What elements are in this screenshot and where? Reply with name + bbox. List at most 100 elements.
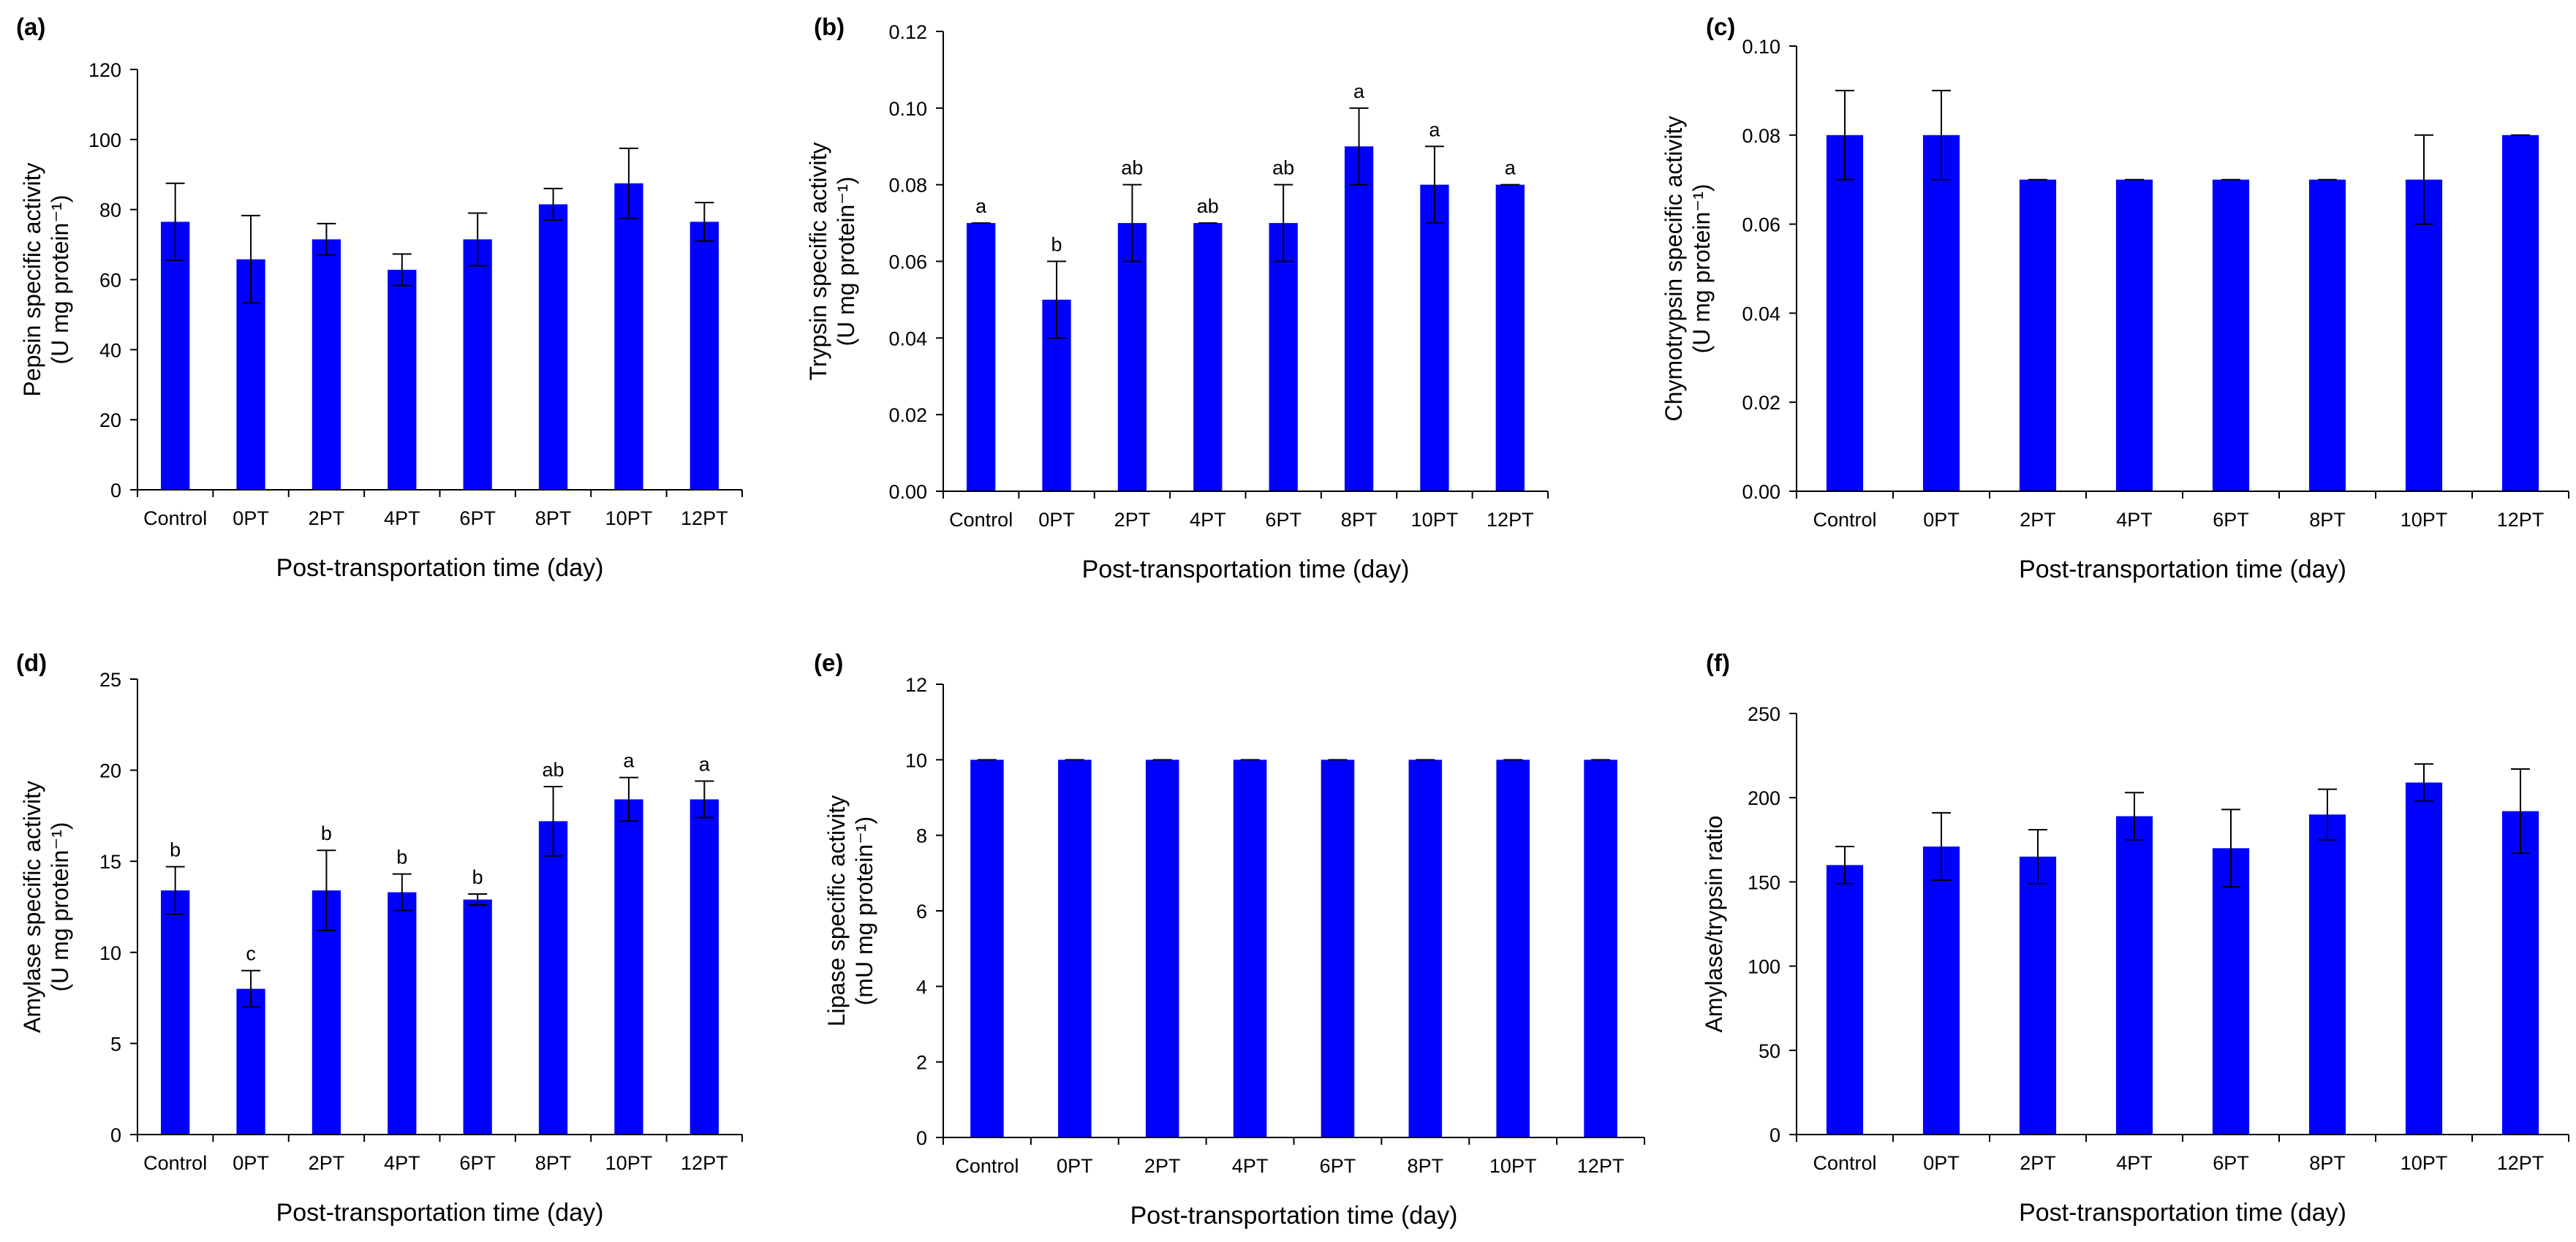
y-tick-label: 0 <box>110 480 121 501</box>
x-tick-label: 2PT <box>1144 1155 1181 1177</box>
x-tick-label: 0PT <box>1057 1155 1093 1177</box>
y-axis-title-line: Trypsin specific activity <box>805 143 831 381</box>
x-tick-label: 2PT <box>309 507 345 529</box>
bar-8pt <box>1408 760 1443 1137</box>
x-tick-label: 2PT <box>1114 509 1151 531</box>
x-tick-label: 12PT <box>2497 509 2545 531</box>
x-tick-label: 6PT <box>459 507 496 529</box>
y-tick-label: 6 <box>916 901 927 923</box>
x-tick-label: 10PT <box>1411 509 1459 531</box>
error-bar <box>543 187 563 221</box>
x-tick-label: 6PT <box>2213 509 2249 531</box>
bar-8pt <box>1344 146 1374 491</box>
error-bar <box>2414 763 2433 802</box>
x-tick-label: 12PT <box>1487 509 1534 531</box>
chart-panel-2: (b) a Control b 0PT ab 2PT ab 4PT ab 6PT a 8PT a 10PT a… <box>805 13 1549 583</box>
bar-6pt <box>463 239 492 490</box>
bar-12pt <box>1584 760 1617 1137</box>
bar-12pt <box>1495 184 1525 491</box>
y-axis-title-line: (U mg protein⁻¹) <box>1688 183 1715 353</box>
significance-letter: b <box>170 839 181 861</box>
significance-letter: ab <box>1121 157 1143 179</box>
error-bar <box>2511 768 2530 855</box>
y-tick-label: 100 <box>88 129 121 151</box>
x-tick-label: Control <box>1813 509 1876 531</box>
bar-control <box>161 221 190 490</box>
x-tick-label: Control <box>955 1155 1019 1177</box>
y-tick-label: 250 <box>1748 703 1780 725</box>
error-bar <box>2318 788 2337 841</box>
significance-letter: b <box>321 822 332 844</box>
panel-label: (c) <box>1706 13 1735 40</box>
bar-control <box>970 760 1004 1137</box>
bar-4pt <box>1233 760 1267 1137</box>
x-tick-label: 10PT <box>2401 1152 2448 1174</box>
x-tick-label: 8PT <box>535 507 572 529</box>
y-tick-label: 0.08 <box>888 175 927 197</box>
bar-10pt <box>2405 179 2443 491</box>
bar-0pt <box>1058 760 1092 1137</box>
x-tick-label: Control <box>143 1152 207 1174</box>
bar-10pt <box>2405 782 2443 1135</box>
x-tick-label: 2PT <box>2020 509 2056 531</box>
y-tick-label: 0.02 <box>888 404 927 426</box>
error-bar <box>241 969 261 1008</box>
x-tick-label: 2PT <box>309 1152 345 1174</box>
y-tick-label: 0.06 <box>1742 214 1780 236</box>
bar-4pt <box>1193 223 1223 491</box>
bar-8pt <box>2308 179 2346 491</box>
bar-control <box>1826 865 1864 1135</box>
bar-control <box>1826 135 1864 492</box>
bar-8pt <box>538 821 568 1135</box>
error-bar <box>1835 846 1854 885</box>
y-tick-label: 8 <box>916 825 927 847</box>
error-bar <box>165 182 185 262</box>
bar-control <box>161 890 190 1135</box>
chart-panel-3: (c) Control 0PT 2PT 4PT 6PT 8PT 10PT 12PT 0.00 0.0… <box>1661 13 2569 583</box>
x-axis-title: Post-transportation time (day) <box>1082 556 1410 583</box>
y-axis-title-line: Pepsin specific activity <box>19 162 45 396</box>
bar-10pt <box>1420 184 1449 491</box>
y-tick-label: 0.12 <box>888 21 927 43</box>
x-tick-label: 10PT <box>605 507 653 529</box>
y-tick-label: 20 <box>99 760 121 782</box>
bar-10pt <box>614 183 643 490</box>
bar-12pt <box>690 221 719 490</box>
panel-label: (a) <box>16 13 45 40</box>
x-tick-label: 8PT <box>535 1152 572 1174</box>
y-tick-label: 2 <box>916 1052 927 1074</box>
y-tick-label: 15 <box>99 851 121 873</box>
error-bar <box>695 202 714 242</box>
y-tick-label: 10 <box>905 749 927 771</box>
bar-2pt <box>1117 223 1147 491</box>
chart-panel-1: (a) Control 0PT 2PT 4PT 6PT 8PT 10PT 12PT 0 20 40 60… <box>16 13 743 582</box>
error-bar <box>1835 89 1854 181</box>
x-tick-label: 6PT <box>2213 1152 2249 1174</box>
x-tick-label: 8PT <box>1341 509 1378 531</box>
y-tick-label: 120 <box>88 59 121 81</box>
x-tick-label: 0PT <box>1038 509 1075 531</box>
chart-panel-6: (f) Control 0PT 2PT 4PT 6PT 8PT 10PT 12PT 0 50 100 1… <box>1701 649 2569 1227</box>
x-tick-label: 8PT <box>2309 1152 2346 1174</box>
bar-6pt <box>2212 179 2250 491</box>
error-bar <box>165 866 185 915</box>
x-tick-label: Control <box>949 509 1013 531</box>
x-tick-label: 12PT <box>2497 1152 2545 1174</box>
y-tick-label: 0.06 <box>888 251 927 273</box>
error-bar <box>2125 792 2144 841</box>
error-bar <box>2414 134 2433 225</box>
x-tick-label: 10PT <box>605 1152 653 1174</box>
x-tick-label: 10PT <box>2401 509 2448 531</box>
y-tick-label: 10 <box>99 942 121 964</box>
y-tick-label: 0.04 <box>888 327 927 349</box>
y-axis-title-line: (U mg protein⁻¹) <box>47 822 73 991</box>
y-tick-label: 25 <box>99 669 121 691</box>
error-bar <box>1047 260 1067 339</box>
error-bar <box>2221 809 2240 888</box>
x-tick-label: 4PT <box>1232 1155 1269 1177</box>
panel-label: (f) <box>1706 649 1730 676</box>
panel-label: (e) <box>814 649 843 676</box>
bar-12pt <box>2501 135 2539 492</box>
significance-letter: b <box>472 866 483 888</box>
y-tick-label: 12 <box>905 674 927 696</box>
